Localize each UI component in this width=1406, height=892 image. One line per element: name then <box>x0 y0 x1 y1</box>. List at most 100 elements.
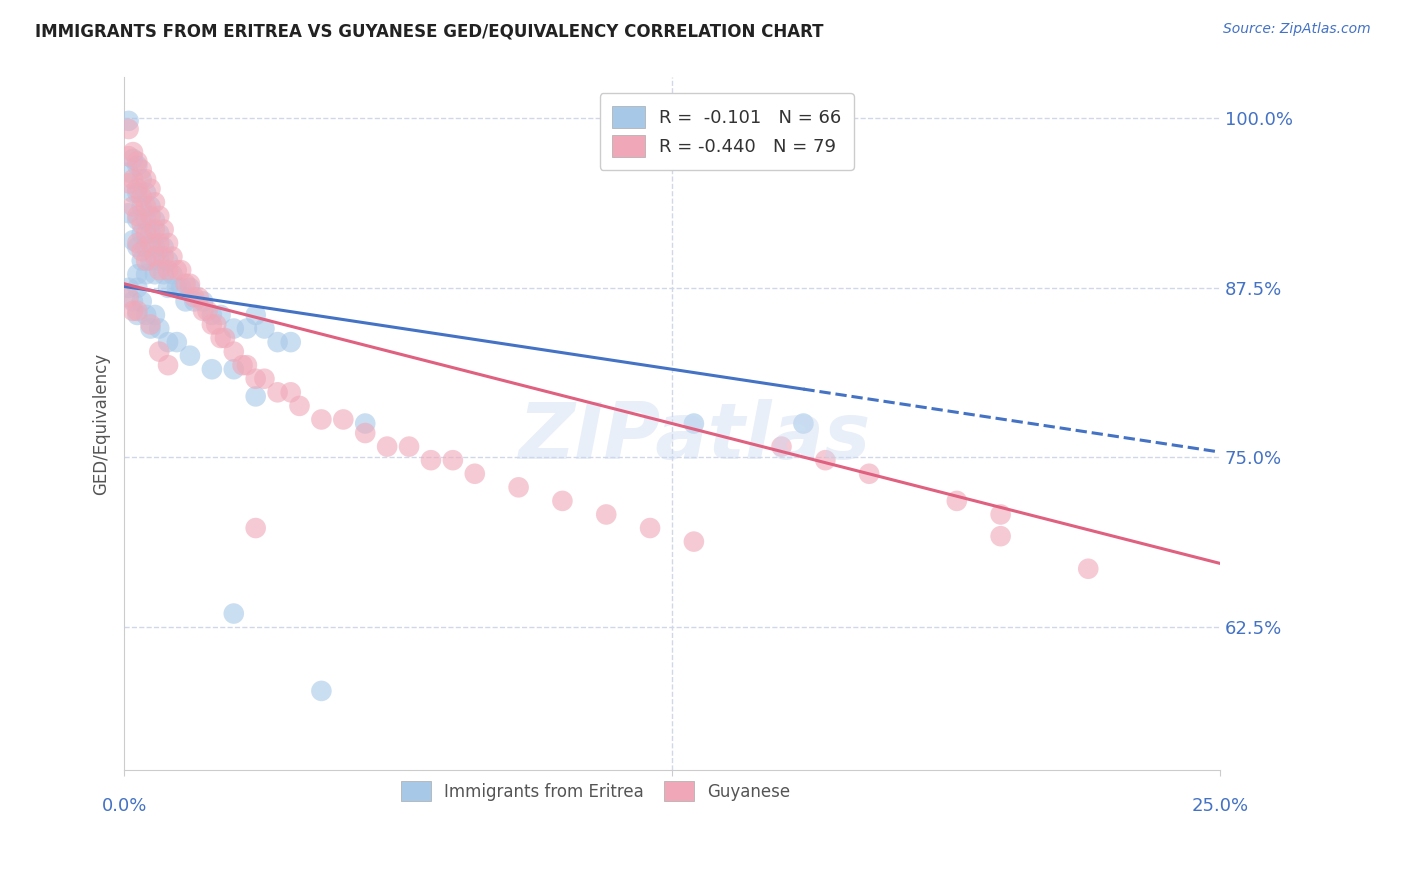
Point <box>166 281 188 295</box>
Point <box>143 213 166 227</box>
Point <box>135 186 157 200</box>
Point <box>135 240 157 254</box>
Point <box>117 114 139 128</box>
Point <box>122 145 145 160</box>
Point <box>311 412 333 426</box>
Point <box>814 453 837 467</box>
Point <box>174 294 197 309</box>
Point <box>117 122 139 136</box>
Point <box>143 240 166 254</box>
Point <box>231 358 253 372</box>
Point <box>135 172 157 186</box>
Point <box>143 222 166 236</box>
Point <box>148 263 170 277</box>
Text: IMMIGRANTS FROM ERITREA VS GUYANESE GED/EQUIVALENCY CORRELATION CHART: IMMIGRANTS FROM ERITREA VS GUYANESE GED/… <box>35 22 824 40</box>
Point <box>157 263 180 277</box>
Point <box>209 308 232 322</box>
Point <box>117 149 139 163</box>
Point <box>157 335 180 350</box>
Point <box>131 227 153 241</box>
Point <box>127 267 149 281</box>
Point <box>122 172 145 186</box>
Point <box>990 529 1012 543</box>
Point <box>201 308 224 322</box>
Point <box>157 235 180 250</box>
Point <box>117 165 139 179</box>
Text: 25.0%: 25.0% <box>1191 797 1249 814</box>
Point <box>222 344 245 359</box>
Point <box>157 358 180 372</box>
Point <box>179 349 201 363</box>
Point <box>191 294 214 309</box>
Point <box>135 199 157 213</box>
Point <box>166 263 188 277</box>
Point <box>131 217 153 231</box>
Point <box>139 235 162 250</box>
Point <box>311 684 333 698</box>
Point <box>266 335 288 350</box>
Point <box>166 335 188 350</box>
Point <box>135 253 157 268</box>
Point <box>122 186 145 200</box>
Point <box>135 213 157 227</box>
Point <box>157 253 180 268</box>
Point <box>122 199 145 213</box>
Point <box>187 290 209 304</box>
Point <box>127 182 149 196</box>
Point <box>131 199 153 213</box>
Point <box>266 385 288 400</box>
Point <box>139 321 162 335</box>
Point <box>131 294 153 309</box>
Point <box>152 222 174 236</box>
Point <box>131 162 153 177</box>
Point <box>253 321 276 335</box>
Point <box>127 281 149 295</box>
Point <box>464 467 486 481</box>
Point <box>946 494 969 508</box>
Point <box>131 253 153 268</box>
Point <box>236 321 259 335</box>
Point <box>280 385 302 400</box>
Point <box>201 318 224 332</box>
Point <box>375 440 398 454</box>
Point <box>117 290 139 304</box>
Point <box>441 453 464 467</box>
Point <box>638 521 661 535</box>
Point <box>152 267 174 281</box>
Point <box>143 250 166 264</box>
Point <box>214 331 236 345</box>
Point <box>122 233 145 247</box>
Point <box>148 321 170 335</box>
Point <box>117 176 139 190</box>
Point <box>191 304 214 318</box>
Text: Source: ZipAtlas.com: Source: ZipAtlas.com <box>1223 22 1371 37</box>
Point <box>332 412 354 426</box>
Point <box>122 294 145 309</box>
Point <box>683 417 706 431</box>
Point <box>253 372 276 386</box>
Point <box>127 209 149 223</box>
Point <box>245 521 267 535</box>
Point <box>288 399 311 413</box>
Point <box>139 182 162 196</box>
Point <box>143 195 166 210</box>
Point <box>131 172 153 186</box>
Point <box>127 304 149 318</box>
Point <box>508 480 530 494</box>
Point <box>420 453 443 467</box>
Point <box>205 318 228 332</box>
Point <box>127 154 149 169</box>
Point <box>990 508 1012 522</box>
Text: 0.0%: 0.0% <box>101 797 146 814</box>
Point <box>792 417 814 431</box>
Point <box>595 508 617 522</box>
Point <box>858 467 880 481</box>
Point <box>152 240 174 254</box>
Point <box>222 362 245 376</box>
Point <box>179 281 201 295</box>
Point <box>127 308 149 322</box>
Point <box>148 253 170 268</box>
Point <box>354 417 377 431</box>
Point <box>127 159 149 173</box>
Point <box>170 281 193 295</box>
